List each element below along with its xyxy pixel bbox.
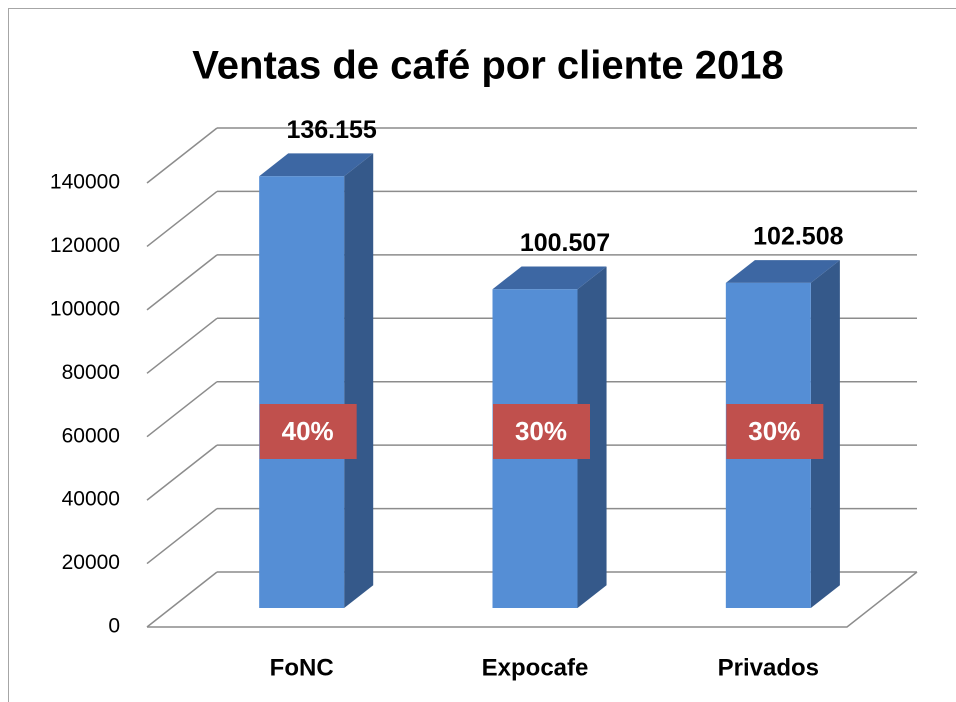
grid-line xyxy=(146,444,218,501)
y-tick-label: 60000 xyxy=(62,424,120,447)
y-tick-label: 80000 xyxy=(62,361,120,384)
x-tick-label: FoNC xyxy=(270,654,334,681)
y-tick-label: 40000 xyxy=(62,488,120,511)
grid-line xyxy=(146,190,218,248)
bar-top xyxy=(492,266,607,290)
grid-line xyxy=(146,571,218,628)
bar xyxy=(259,176,345,609)
x-tick-label: Expocafe xyxy=(482,654,589,681)
bar-side xyxy=(344,153,374,609)
grid-line xyxy=(146,254,218,311)
x-tick-label: Privados xyxy=(718,654,819,681)
share-label: 30% xyxy=(748,416,800,446)
share-box xyxy=(493,404,590,459)
bar-top xyxy=(259,153,374,177)
grid-line xyxy=(146,381,218,438)
grid-line xyxy=(146,507,218,565)
share-box xyxy=(259,404,357,459)
value-label: 102.508 xyxy=(753,223,843,251)
y-tick-label: 20000 xyxy=(62,551,120,574)
share-label: 30% xyxy=(515,416,567,446)
chart-frame xyxy=(8,8,956,702)
y-tick-label: 120000 xyxy=(50,234,120,257)
y-tick-label: 0 xyxy=(108,615,120,638)
share-label: 40% xyxy=(282,416,334,446)
grid-line xyxy=(146,317,218,374)
grid-line xyxy=(146,127,218,184)
share-box xyxy=(726,404,824,459)
bar-side xyxy=(810,260,840,609)
bar-top xyxy=(725,260,840,283)
value-label: 136.155 xyxy=(286,116,376,144)
floor-edge xyxy=(147,571,918,628)
y-tick-label: 140000 xyxy=(50,171,120,194)
value-label: 100.507 xyxy=(520,229,610,257)
chart-title: Ventas de café por cliente 2018 xyxy=(192,44,783,88)
bar-side xyxy=(577,266,607,609)
y-tick-label: 100000 xyxy=(50,297,120,320)
